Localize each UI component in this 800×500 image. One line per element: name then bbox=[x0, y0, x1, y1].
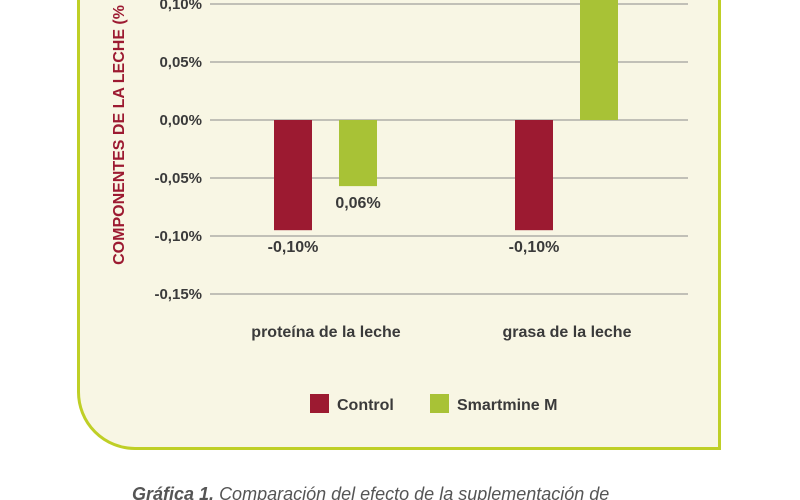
legend-swatch bbox=[430, 394, 449, 413]
data-label: 0,06% bbox=[335, 195, 380, 212]
legend-swatch bbox=[310, 394, 329, 413]
caption-number: Gráfica 1. bbox=[132, 484, 215, 500]
bar-control-grasa bbox=[515, 120, 553, 231]
bar-smartmine-grasa bbox=[580, 0, 618, 121]
data-labels: -0,10% -0,10% 0,06% bbox=[268, 195, 560, 256]
figure-caption: Gráfica 1. Comparación del efecto de la … bbox=[132, 484, 609, 500]
y-axis-label: COMPONENTES DE LA LECHE (% bbox=[111, 5, 128, 265]
y-tick-label: 0,00% bbox=[159, 112, 202, 129]
legend-label: Smartmine M bbox=[457, 397, 557, 414]
bars bbox=[274, 0, 618, 231]
y-tick-labels: 0,10% 0,05% 0,00% -0,05% -0,10% -0,15% bbox=[154, 0, 202, 303]
y-tick-label: 0,10% bbox=[159, 0, 202, 13]
bar-smartmine-proteina bbox=[339, 120, 377, 187]
category-labels: proteína de la leche grasa de la leche bbox=[251, 324, 631, 341]
data-label: -0,10% bbox=[268, 239, 319, 256]
caption-text: Comparación del efecto de la suplementac… bbox=[219, 484, 610, 500]
bar-control-proteina bbox=[274, 120, 312, 231]
category-label: proteína de la leche bbox=[251, 324, 400, 341]
legend-label: Control bbox=[337, 397, 394, 414]
y-tick-label: -0,05% bbox=[154, 170, 202, 187]
data-label: -0,10% bbox=[509, 239, 560, 256]
y-tick-label: -0,15% bbox=[154, 286, 202, 303]
y-tick-label: -0,10% bbox=[154, 228, 202, 245]
legend: Control Smartmine M bbox=[310, 394, 557, 414]
category-label: grasa de la leche bbox=[503, 324, 632, 341]
y-tick-label: 0,05% bbox=[159, 54, 202, 71]
